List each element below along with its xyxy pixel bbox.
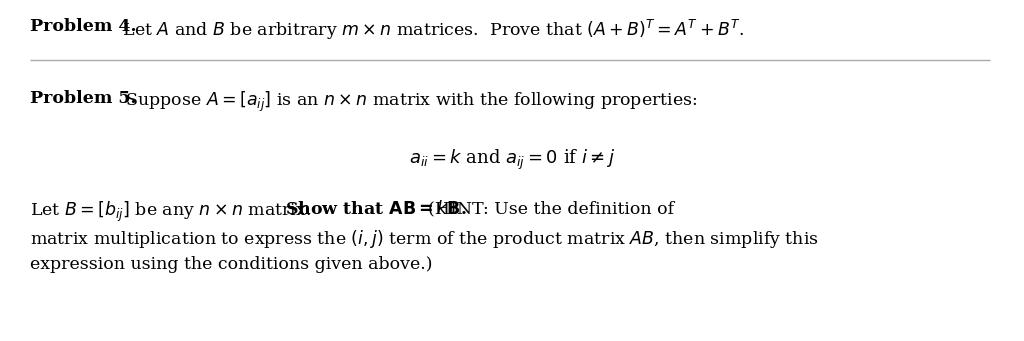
- Text: matrix multiplication to express the $(i, j)$ term of the product matrix $AB$, t: matrix multiplication to express the $(i…: [30, 228, 819, 250]
- Text: expression using the conditions given above.): expression using the conditions given ab…: [30, 256, 432, 273]
- Text: Suppose $A = [a_{ij}]$ is an $n \times n$ matrix with the following properties:: Suppose $A = [a_{ij}]$ is an $n \times n…: [120, 90, 697, 114]
- Text: (HINT: Use the definition of: (HINT: Use the definition of: [417, 200, 674, 217]
- Text: Let $A$ and $B$ be arbitrary $m \times n$ matrices.  Prove that $(A + B)^T = A^T: Let $A$ and $B$ be arbitrary $m \times n…: [117, 18, 744, 42]
- Text: Show that $\mathbf{AB = \mathit{k}B}$.: Show that $\mathbf{AB = \mathit{k}B}$.: [285, 200, 467, 218]
- Text: $a_{ii} = k$ and $a_{ij} = 0$ if $i \neq j$: $a_{ii} = k$ and $a_{ij} = 0$ if $i \neq…: [409, 148, 615, 172]
- Text: Problem 5.: Problem 5.: [30, 90, 136, 107]
- Text: Let $B = [b_{ij}]$ be any $n \times n$ matrix.: Let $B = [b_{ij}]$ be any $n \times n$ m…: [30, 200, 312, 224]
- Text: Problem 4.: Problem 4.: [30, 18, 136, 35]
